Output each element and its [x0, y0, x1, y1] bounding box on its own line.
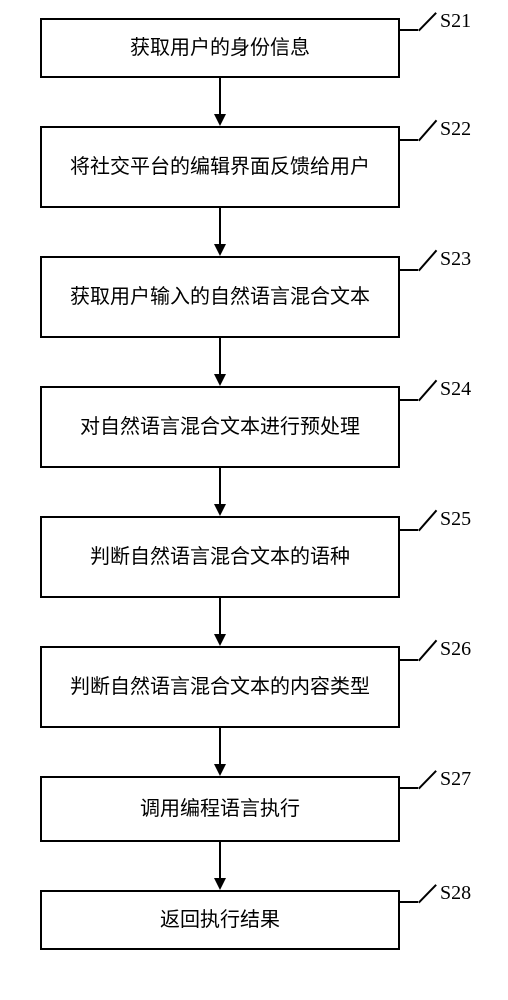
flowchart-canvas: 获取用户的身份信息 S21 将社交平台的编辑界面反馈给用户 S22 获取用户输入的自然语… — [0, 0, 508, 1000]
arrow-down-icon — [214, 878, 226, 890]
step-label-S27: S27 — [440, 768, 471, 791]
flow-node-S23: 获取用户输入的自然语言混合文本 — [40, 256, 400, 338]
flow-node-text: 获取用户输入的自然语言混合文本 — [70, 284, 370, 310]
step-label-S21: S21 — [440, 10, 471, 33]
arrow-down-icon — [214, 634, 226, 646]
arrow-line — [219, 78, 221, 114]
arrow-down-icon — [214, 114, 226, 126]
arrow-down-icon — [214, 244, 226, 256]
arrow-down-icon — [214, 504, 226, 516]
arrow-line — [219, 338, 221, 374]
step-label-S23: S23 — [440, 248, 471, 271]
arrow-line — [219, 598, 221, 634]
flow-node-S24: 对自然语言混合文本进行预处理 — [40, 386, 400, 468]
flow-node-text: 获取用户的身份信息 — [130, 35, 310, 61]
flow-node-text: 返回执行结果 — [160, 907, 280, 933]
step-label-S24: S24 — [440, 378, 471, 401]
flow-node-text: 将社交平台的编辑界面反馈给用户 — [70, 154, 370, 180]
step-label-S25: S25 — [440, 508, 471, 531]
flow-node-text: 调用编程语言执行 — [140, 796, 300, 822]
arrow-line — [219, 468, 221, 504]
flow-node-text: 判断自然语言混合文本的内容类型 — [70, 674, 370, 700]
step-label-S28: S28 — [440, 882, 471, 905]
flow-node-text: 对自然语言混合文本进行预处理 — [80, 414, 360, 440]
step-label-S26: S26 — [440, 638, 471, 661]
arrow-down-icon — [214, 374, 226, 386]
arrow-line — [219, 842, 221, 878]
flow-node-S25: 判断自然语言混合文本的语种 — [40, 516, 400, 598]
arrow-line — [219, 728, 221, 764]
arrow-down-icon — [214, 764, 226, 776]
flow-node-S28: 返回执行结果 — [40, 890, 400, 950]
flow-node-S26: 判断自然语言混合文本的内容类型 — [40, 646, 400, 728]
flow-node-S22: 将社交平台的编辑界面反馈给用户 — [40, 126, 400, 208]
arrow-line — [219, 208, 221, 244]
step-label-S22: S22 — [440, 118, 471, 141]
flow-node-text: 判断自然语言混合文本的语种 — [90, 544, 350, 570]
flow-node-S27: 调用编程语言执行 — [40, 776, 400, 842]
flow-node-S21: 获取用户的身份信息 — [40, 18, 400, 78]
